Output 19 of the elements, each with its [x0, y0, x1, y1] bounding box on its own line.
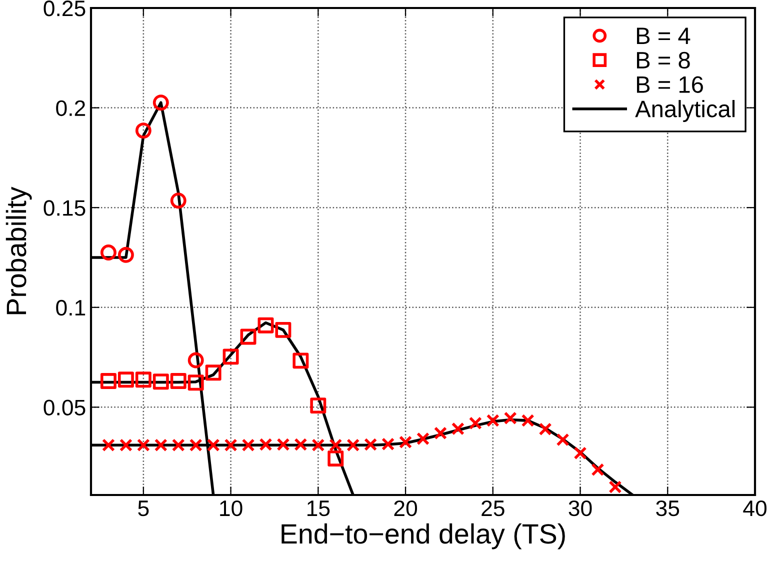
y-tick-label: 0.25 [44, 0, 86, 16]
x-tick-label: 35 [656, 500, 680, 516]
x-tick-label: 5 [138, 500, 149, 516]
y-tick-label: 0.1 [56, 300, 86, 316]
legend-label: B = 8 [637, 52, 690, 69]
x-tick-label: 15 [307, 500, 330, 516]
y-axis-title: Probability [6, 186, 32, 314]
x-tick-label: 40 [743, 500, 766, 516]
x-tick-label: 10 [220, 500, 242, 516]
y-tick-label: 0.05 [44, 400, 86, 416]
legend-label: B = 16 [637, 76, 703, 93]
x-tick-label: 30 [568, 500, 592, 516]
legend-label: B = 4 [637, 28, 690, 44]
legend-label: Analytical [635, 100, 735, 122]
y-tick-label: 0.2 [56, 100, 86, 116]
y-tick-label: 0.15 [44, 200, 86, 216]
x-axis-title: End−to−end delay (TS) [282, 523, 565, 550]
x-tick-label: 20 [394, 500, 418, 516]
x-tick-label: 25 [482, 500, 504, 516]
